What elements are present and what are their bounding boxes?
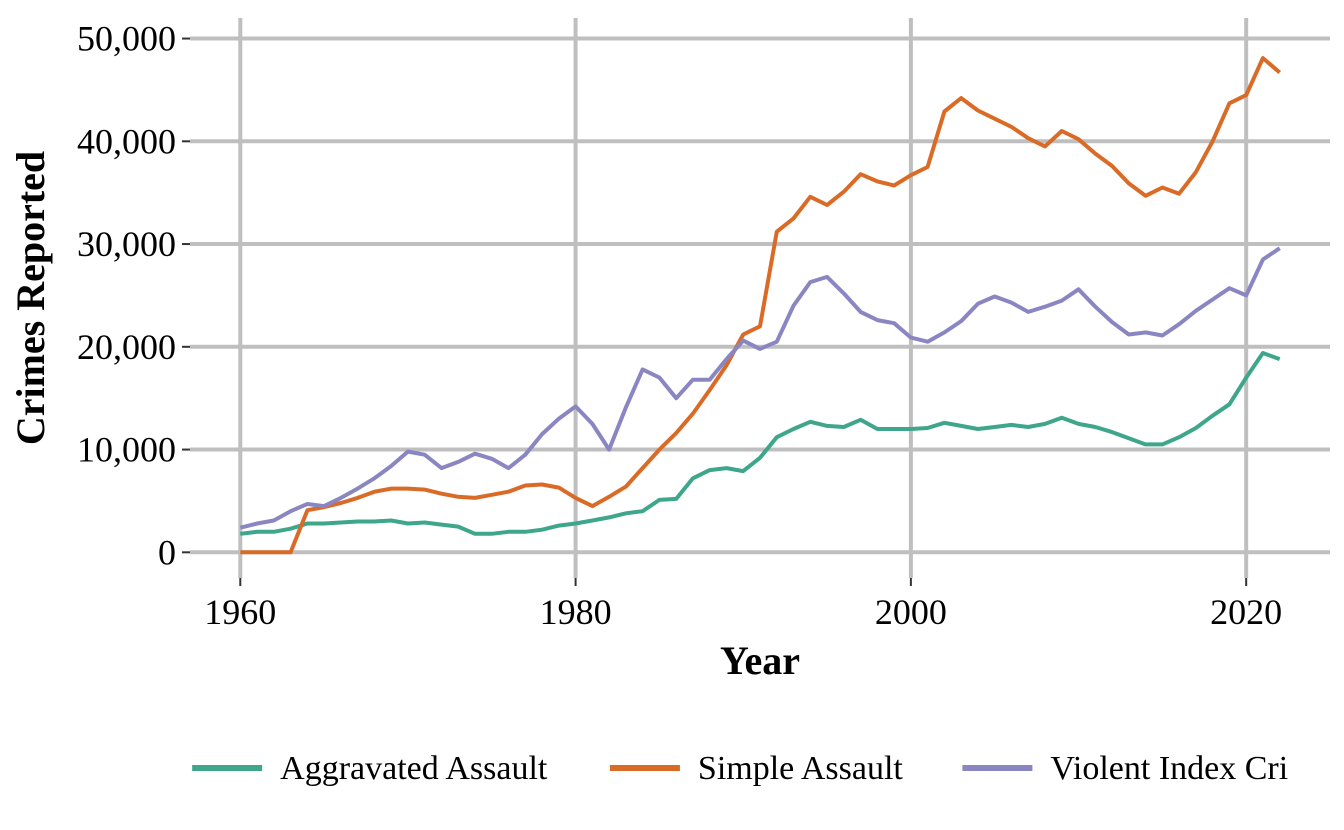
crimes-line-chart: 1960 1980 2000 2020 0 10,000 20,000 30,000 40,00…: [0, 0, 1344, 830]
y-tick-label: 0: [158, 532, 176, 572]
y-tick-label: 10,000: [77, 430, 176, 470]
y-axis-label: Crimes Reported: [8, 151, 53, 445]
x-tick-label: 2000: [875, 592, 947, 632]
x-axis-label: Year: [720, 638, 800, 683]
legend-label: Simple Assault: [698, 750, 904, 787]
y-tick-label: 20,000: [77, 327, 176, 367]
legend-label: Aggravated Assault: [280, 750, 548, 787]
x-axis: 1960 1980 2000 2020: [204, 578, 1282, 632]
plot-area: [190, 18, 1330, 578]
y-tick-label: 50,000: [77, 19, 176, 59]
legend-label: Violent Index Cri: [1050, 750, 1288, 787]
y-tick-label: 40,000: [77, 121, 176, 161]
x-tick-label: 2020: [1210, 592, 1282, 632]
x-tick-label: 1980: [540, 592, 612, 632]
y-tick-label: 30,000: [77, 224, 176, 264]
y-axis: 0 10,000 20,000 30,000 40,000 50,000: [77, 19, 190, 573]
x-tick-label: 1960: [204, 592, 276, 632]
chart-svg: 1960 1980 2000 2020 0 10,000 20,000 30,000 40,00…: [0, 0, 1344, 830]
legend: Aggravated Assault Simple Assault Violent …: [192, 750, 1288, 787]
